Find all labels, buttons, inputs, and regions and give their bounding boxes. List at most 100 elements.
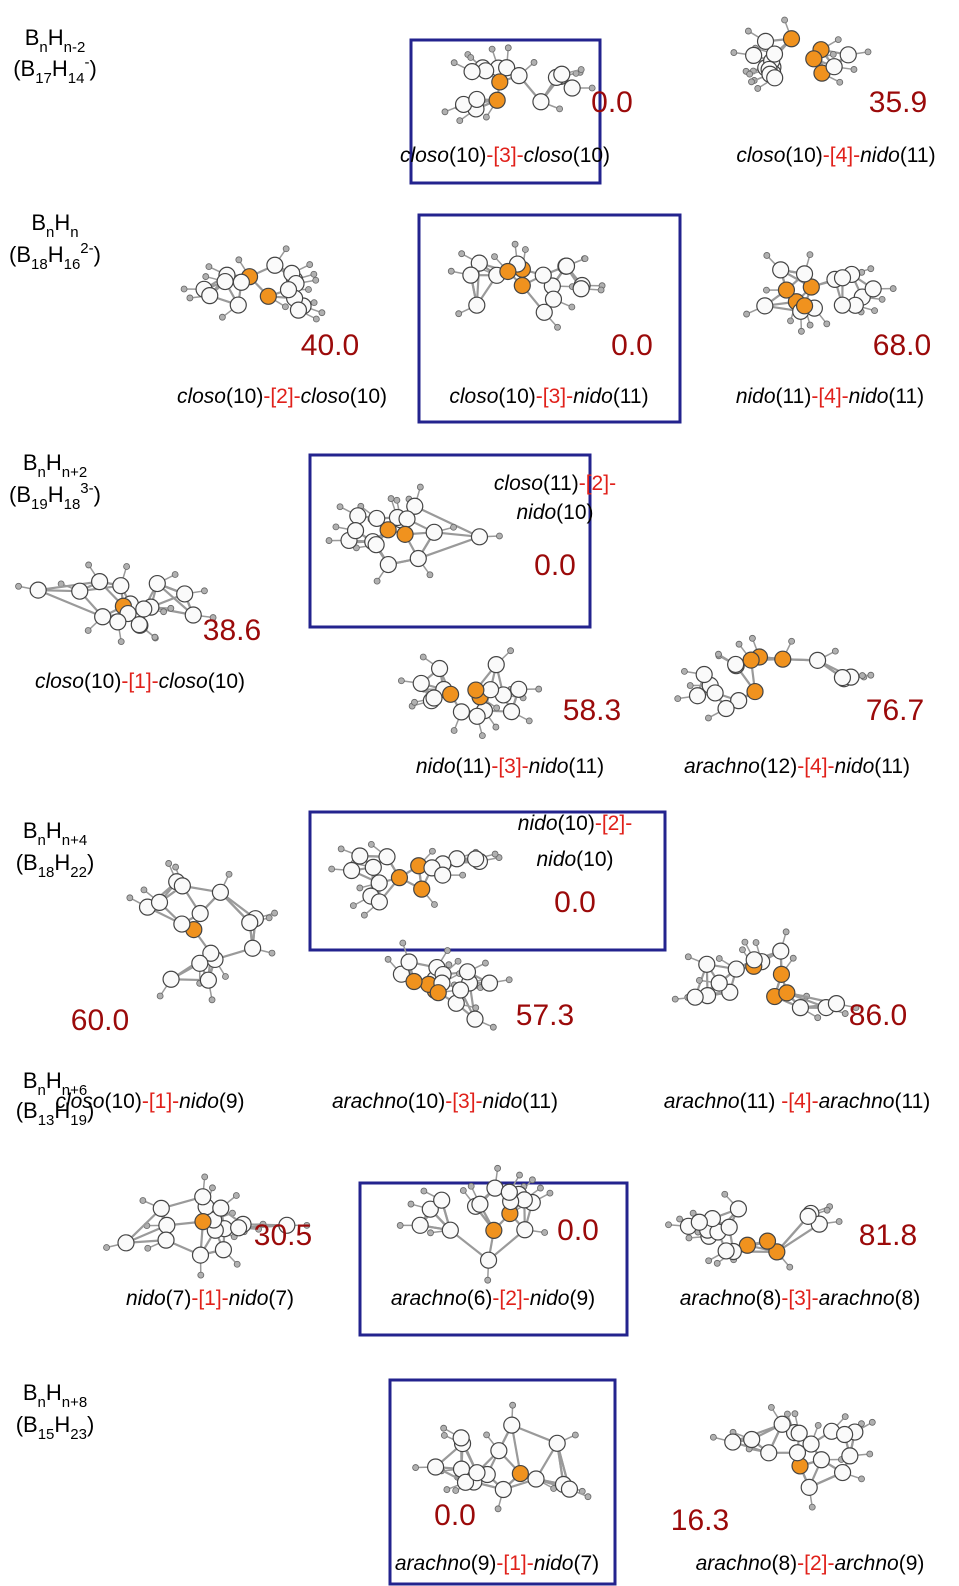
h-atom — [145, 1245, 151, 1251]
h-atom — [172, 571, 178, 577]
text-part: closo — [159, 670, 208, 693]
text-part: (11) — [543, 472, 579, 495]
subscript: n — [70, 224, 78, 241]
shared-boron — [743, 652, 759, 668]
boron — [192, 906, 208, 922]
relative-energy: 0.0 — [554, 886, 596, 919]
boron — [153, 1200, 169, 1216]
h-atom — [448, 268, 454, 274]
h-atom — [140, 1198, 146, 1204]
shared-boron — [489, 92, 505, 108]
boron — [746, 47, 762, 63]
isomer-name: arachno(11) -[4]-arachno(11) — [664, 1090, 931, 1113]
boron — [535, 267, 551, 283]
boron — [767, 46, 783, 62]
text-part: (6) — [467, 1287, 493, 1310]
boron — [463, 267, 479, 283]
h-atom — [815, 1422, 821, 1428]
boron — [434, 1192, 450, 1208]
subscript: n+8 — [62, 1394, 87, 1411]
h-atom — [282, 304, 288, 310]
text-part: -[3]- — [491, 755, 528, 778]
boron — [488, 657, 504, 673]
shared-boron — [500, 263, 516, 279]
boron — [810, 652, 826, 668]
boron — [837, 1426, 853, 1442]
boron — [865, 281, 881, 297]
text-part: nido — [530, 1287, 570, 1310]
h-atom — [479, 733, 485, 739]
boron — [481, 1252, 497, 1268]
h-atom — [222, 974, 228, 980]
h-atom — [127, 895, 133, 901]
text-part: closo — [524, 144, 573, 167]
text-part: (10) — [350, 385, 387, 408]
boron — [368, 537, 384, 553]
h-atom — [444, 1487, 450, 1493]
text-part: (11) — [568, 755, 604, 778]
text-part: B — [25, 25, 40, 50]
h-atom — [219, 314, 225, 320]
text-part: -[3]- — [536, 385, 573, 408]
text-part: nido — [518, 812, 558, 835]
h-atom — [824, 321, 830, 327]
boron — [481, 975, 497, 991]
relative-energy: 76.7 — [866, 694, 924, 727]
boron — [412, 1217, 428, 1233]
h-atom — [484, 1432, 490, 1438]
text-part: (10) — [576, 848, 613, 871]
text-part: ) — [94, 482, 101, 507]
boron — [174, 916, 190, 932]
h-atom — [715, 651, 721, 657]
boron — [426, 690, 442, 706]
h-atom — [851, 66, 857, 72]
boron — [536, 304, 552, 320]
subscript: 18 — [31, 256, 48, 273]
text-part: ) — [94, 242, 101, 267]
shared-boron — [775, 651, 791, 667]
h-atom — [429, 848, 435, 854]
h-atom — [792, 1411, 798, 1417]
boron — [136, 601, 152, 617]
h-atom — [272, 910, 278, 916]
relative-energy: 0.0 — [557, 1214, 599, 1247]
molecule — [181, 246, 325, 322]
h-atom — [787, 1264, 793, 1270]
h-atom — [489, 46, 495, 52]
h-atom — [187, 295, 193, 301]
isomer-name: closo(10)-[3]-nido(11) — [449, 385, 648, 408]
text-part: H — [48, 242, 64, 267]
text-part: closo — [494, 472, 543, 495]
boron — [687, 989, 703, 1005]
molecule — [16, 562, 217, 645]
h-atom — [790, 955, 796, 961]
boron — [840, 47, 856, 63]
subscript: n — [38, 1082, 46, 1099]
subscript: 15 — [38, 1426, 55, 1443]
text-part: B — [23, 1380, 38, 1405]
molecule — [666, 1191, 843, 1270]
h-atom — [311, 271, 317, 277]
h-atom — [749, 635, 755, 641]
h-atom — [783, 929, 789, 935]
boron — [92, 574, 108, 590]
h-atom — [468, 54, 474, 60]
text-part: -[3]- — [781, 1287, 818, 1310]
supscript: 3- — [80, 480, 93, 497]
text-part: arachno — [391, 1287, 467, 1310]
isomer-name: arachno(9)-[1]-nido(7) — [395, 1552, 599, 1575]
boron — [174, 878, 190, 894]
h-atom — [451, 524, 457, 530]
boron — [491, 1443, 507, 1459]
text-part: nido — [229, 1287, 269, 1310]
boron — [835, 1465, 851, 1481]
boron — [410, 551, 426, 567]
h-atom — [473, 1005, 479, 1011]
boron — [344, 863, 360, 879]
subscript: n — [39, 39, 47, 56]
text-part: (10) — [785, 144, 822, 167]
text-part: (11) — [888, 385, 924, 408]
text-part: (B — [9, 242, 31, 267]
boron — [192, 955, 208, 971]
text-part: H — [54, 210, 70, 235]
